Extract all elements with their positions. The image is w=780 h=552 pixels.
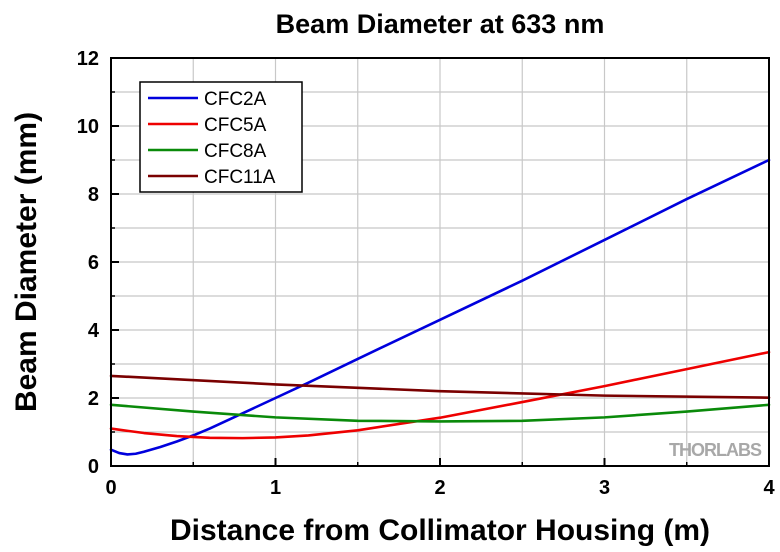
y-tick-label: 6: [88, 252, 99, 274]
x-tick-label: 4: [763, 477, 775, 499]
series-lines: [109, 158, 771, 456]
x-tick-label: 1: [270, 477, 281, 499]
y-tick-label: 8: [88, 184, 99, 206]
series-line-cfc8a: [109, 403, 771, 423]
legend: CFC2A CFC5A CFC8A CFC11A: [139, 81, 303, 193]
y-tick-label: 12: [77, 48, 99, 70]
y-axis-label: Beam Diameter (mm): [10, 112, 43, 412]
x-tick-label: 2: [434, 477, 445, 499]
legend-label: CFC5A: [204, 115, 267, 136]
thorlabs-watermark: THORLABS: [669, 440, 763, 460]
series-line-cfc5a: [109, 350, 771, 440]
series-line-cfc11a: [109, 374, 771, 399]
y-tick-label: 10: [77, 116, 99, 138]
legend-label: CFC8A: [204, 141, 267, 162]
legend-label: CFC11A: [204, 167, 276, 188]
chart-title: Beam Diameter at 633 nm: [276, 9, 605, 39]
x-axis-label: Distance from Collimator Housing (m): [170, 514, 710, 547]
x-tick-label: 3: [599, 477, 610, 499]
y-tick-label: 0: [88, 456, 99, 478]
legend-label: CFC2A: [204, 89, 267, 110]
watermark-text: THORLABS: [669, 440, 762, 460]
y-tick-label: 4: [88, 320, 100, 342]
legend-box: [139, 81, 303, 193]
x-tick-label: 0: [105, 477, 116, 499]
series-line-cfc2a: [109, 158, 771, 456]
y-tick-label: 2: [88, 388, 99, 410]
